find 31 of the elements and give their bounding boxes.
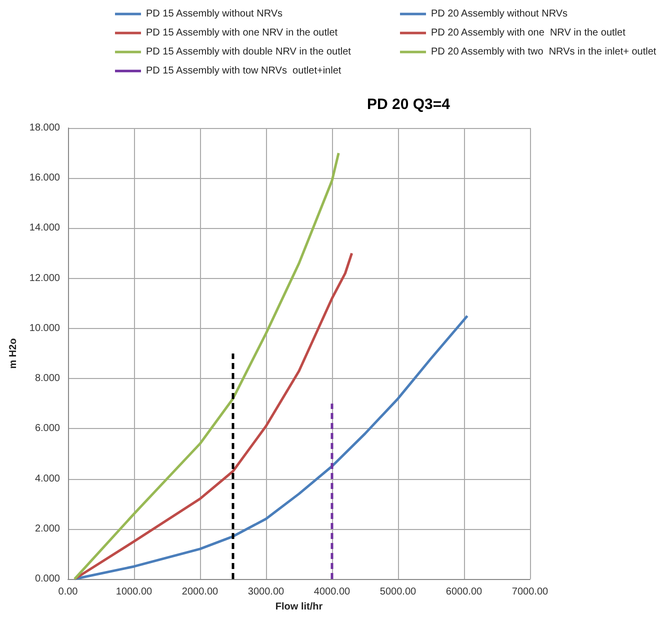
line-series bbox=[73, 314, 469, 580]
x-tick-label: 3000.00 bbox=[248, 586, 285, 598]
y-tick-label: 14.000 bbox=[29, 222, 60, 234]
line-series bbox=[73, 152, 340, 580]
y-axis-title: m H2o bbox=[8, 338, 20, 369]
x-tick-label: 0.00 bbox=[58, 586, 78, 598]
y-tick-label: 16.000 bbox=[29, 172, 60, 184]
x-tick-label: 5000.00 bbox=[380, 586, 417, 598]
y-tick-label: 6.000 bbox=[34, 423, 60, 434]
legend-label: PD 15 Assembly with one NRV in the outlet bbox=[146, 28, 338, 38]
y-tick-label: 8.000 bbox=[34, 373, 60, 384]
legend-label: PD 20 Assembly without NRVs bbox=[431, 8, 568, 20]
y-tick-label: 18.000 bbox=[29, 122, 60, 134]
x-tick-label: 7000.00 bbox=[512, 586, 549, 598]
chart-title: PD 20 Q3=4 bbox=[367, 96, 451, 113]
legend-label: PD 15 Assembly with tow NRVs outlet+inlet bbox=[146, 66, 342, 76]
x-tick-label: 4000.00 bbox=[314, 586, 351, 598]
y-tick-label: 0.000 bbox=[34, 574, 60, 584]
x-tick-label: 2000.00 bbox=[182, 586, 219, 598]
legend-label: PD 15 Assembly without NRVs bbox=[146, 8, 283, 20]
legend-label: PD 20 Assembly with two NRVs in the inlet+ outlet bbox=[431, 46, 656, 58]
x-tick-label: 1000.00 bbox=[116, 586, 153, 598]
line-series bbox=[73, 252, 354, 580]
x-tick-label: 6000.00 bbox=[446, 586, 483, 598]
x-axis-title: Flow lit/hr bbox=[275, 601, 323, 612]
legend-label: PD 20 Assembly with one NRV in the outlet bbox=[431, 28, 626, 38]
y-tick-label: 2.000 bbox=[34, 523, 60, 534]
y-tick-label: 10.000 bbox=[29, 322, 60, 334]
legend-label: PD 15 Assembly with double NRV in the outlet bbox=[146, 46, 352, 58]
y-tick-label: 12.000 bbox=[29, 272, 60, 284]
y-tick-label: 4.000 bbox=[34, 473, 60, 484]
